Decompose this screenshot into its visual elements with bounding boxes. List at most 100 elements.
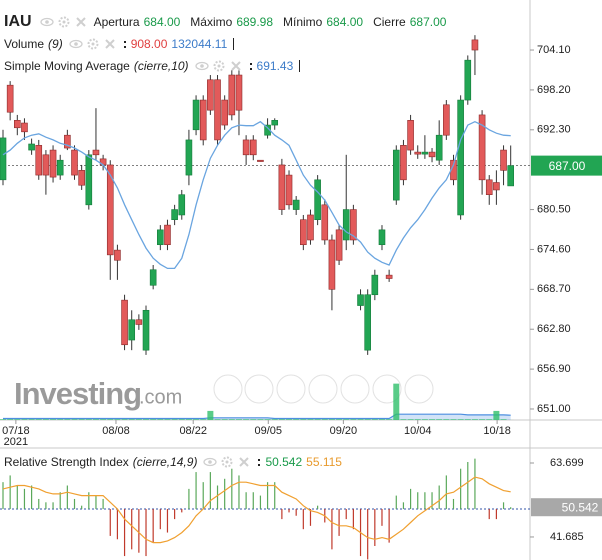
candle-body [421,151,429,155]
volume-bar [357,419,364,420]
ohlc-value: 687.00 [409,15,447,29]
toolbar-button[interactable] [244,374,274,404]
volume-ma-line [3,413,511,420]
toolbar-button[interactable] [404,374,434,404]
candle-body [278,164,286,210]
toolbar-button[interactable] [308,374,338,404]
ohlc-value: 689.98 [236,15,274,29]
volume-bar [28,419,35,420]
volume-bar [78,419,85,420]
candle-body [78,170,85,186]
candle-body [92,149,100,156]
icon-set[interactable] [203,456,251,468]
ohlc-row: IAU Apertura 684.00 Máximo 689.98 Mínimo 684.… [4,11,446,33]
volume-bar [464,419,471,420]
volume-row: Volume (9) 908.00 132044.11 [4,33,446,55]
volume-ma-value: 132044.11 [171,37,228,51]
volume-bar [443,419,450,420]
x-tick-label: 08/22 [179,425,207,437]
volume-bar [171,419,178,420]
watermark: Investing .com [14,376,182,411]
volume-bar [486,419,493,420]
volume-bar [471,419,478,420]
volume-bar [7,419,14,420]
volume-bar [364,419,371,420]
candle-body [214,79,221,141]
candle-body [228,74,236,116]
candle-body [85,154,93,206]
volume-bar [300,419,307,420]
rsi-plot [0,458,530,560]
volume-bar [57,419,64,420]
main-plot [0,35,530,420]
candle-body [307,214,314,241]
ohlc-value: 684.00 [143,15,181,29]
volume-bar [50,419,57,420]
candle-body [357,294,364,306]
icon-set[interactable] [39,16,88,28]
toolbar-button[interactable] [340,374,370,404]
icon-set[interactable] [194,60,243,72]
y-tick-label: 668.70 [537,283,571,295]
volume-bar [114,419,121,420]
candle-body [114,249,121,261]
legend-main: IAU Apertura 684.00 Máximo 689.98 Mínimo 684.… [4,11,446,77]
volume-bar [92,419,99,420]
volume-bar [85,419,92,420]
volume-bar [214,419,221,420]
ohlc-label: Apertura [93,15,140,29]
sma-name: Simple Moving Average [4,59,130,73]
candle-body [292,199,300,210]
candle-body [271,120,279,126]
rsi-row: Relative Strength Index (cierre,14,9) 50… [4,451,342,473]
legend-icons [39,16,88,28]
volume-bar [321,419,328,420]
volume-bar [107,419,114,420]
candle-body [335,229,343,261]
candle-body [71,149,78,176]
volume-bar [293,419,300,420]
rsi-params: (cierre,14,9) [132,455,198,469]
volume-bar [436,419,443,420]
y-tick-label: 692.30 [537,124,571,136]
volume-bar [314,419,321,420]
symbol: IAU [4,13,32,30]
candle-body [371,274,379,296]
ohlc-label: Cierre [373,15,406,29]
rsi-name: Relative Strength Index [4,455,129,469]
candle-body [400,145,407,181]
candle-body [407,120,414,151]
x-tick-label: 07/18 [2,425,30,437]
candle-body [378,229,386,246]
candle-body [300,219,307,246]
candle-body [199,99,207,141]
volume-bar [393,383,400,420]
candle-body [242,139,250,156]
volume-bar [71,419,78,420]
separator [258,459,260,466]
toolbar-button[interactable] [372,374,402,404]
candle-body [164,224,171,246]
volume-bar [493,410,500,420]
toolbar-button[interactable] [276,374,306,404]
candle-body [443,104,450,136]
candle-body [500,149,507,171]
rsi-value: 50.542 [265,455,303,469]
legend-icons [194,60,243,72]
volume-bar [164,419,171,420]
ohlc-value: 684.00 [326,15,364,29]
toolbar-button[interactable] [213,374,243,404]
candle-body [128,319,136,341]
y-tick-label: 704.10 [537,44,571,56]
candle-body [64,134,71,149]
y-tick-label: 698.20 [537,84,571,96]
volume-bar [414,419,421,420]
icon-set[interactable] [69,38,117,50]
watermark-suffix: .com [139,386,182,408]
candle-body [149,269,157,286]
candle-body [350,209,357,241]
volume-bar [143,419,150,420]
separator [250,63,252,70]
candle-body [157,229,164,246]
